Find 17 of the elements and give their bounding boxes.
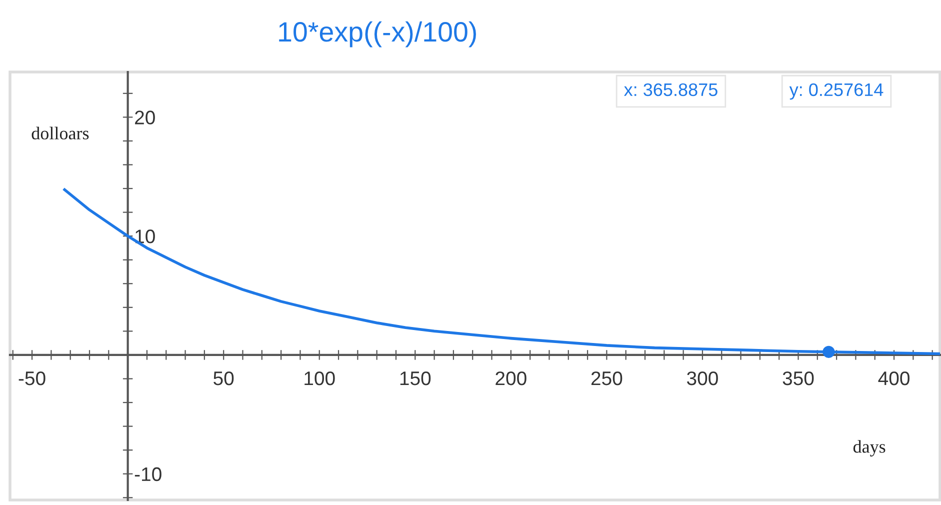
x-tick-label: -50: [18, 371, 46, 386]
x-tick-label: 200: [496, 371, 526, 386]
x-tick-label: 50: [214, 371, 234, 386]
chart-title: 10*exp((-x)/100): [279, 21, 476, 48]
y-tick-label: -10: [134, 467, 162, 482]
x-tick-label: 250: [591, 371, 622, 386]
y-axis-title: dolloars: [32, 126, 89, 140]
line-series: [63, 188, 940, 356]
x-axis-title: days: [853, 440, 886, 457]
x-tick-label: 100: [304, 371, 335, 386]
annotation: x: 365.8875: [624, 83, 718, 96]
x-tick-label: 400: [878, 371, 910, 386]
y-tick-label: 20: [135, 110, 155, 124]
x-tick-label: 300: [686, 371, 718, 386]
annotation: y: 0.257614: [789, 83, 884, 100]
x-tick-label: 350: [782, 371, 814, 386]
x-tick-label: 150: [400, 371, 431, 386]
